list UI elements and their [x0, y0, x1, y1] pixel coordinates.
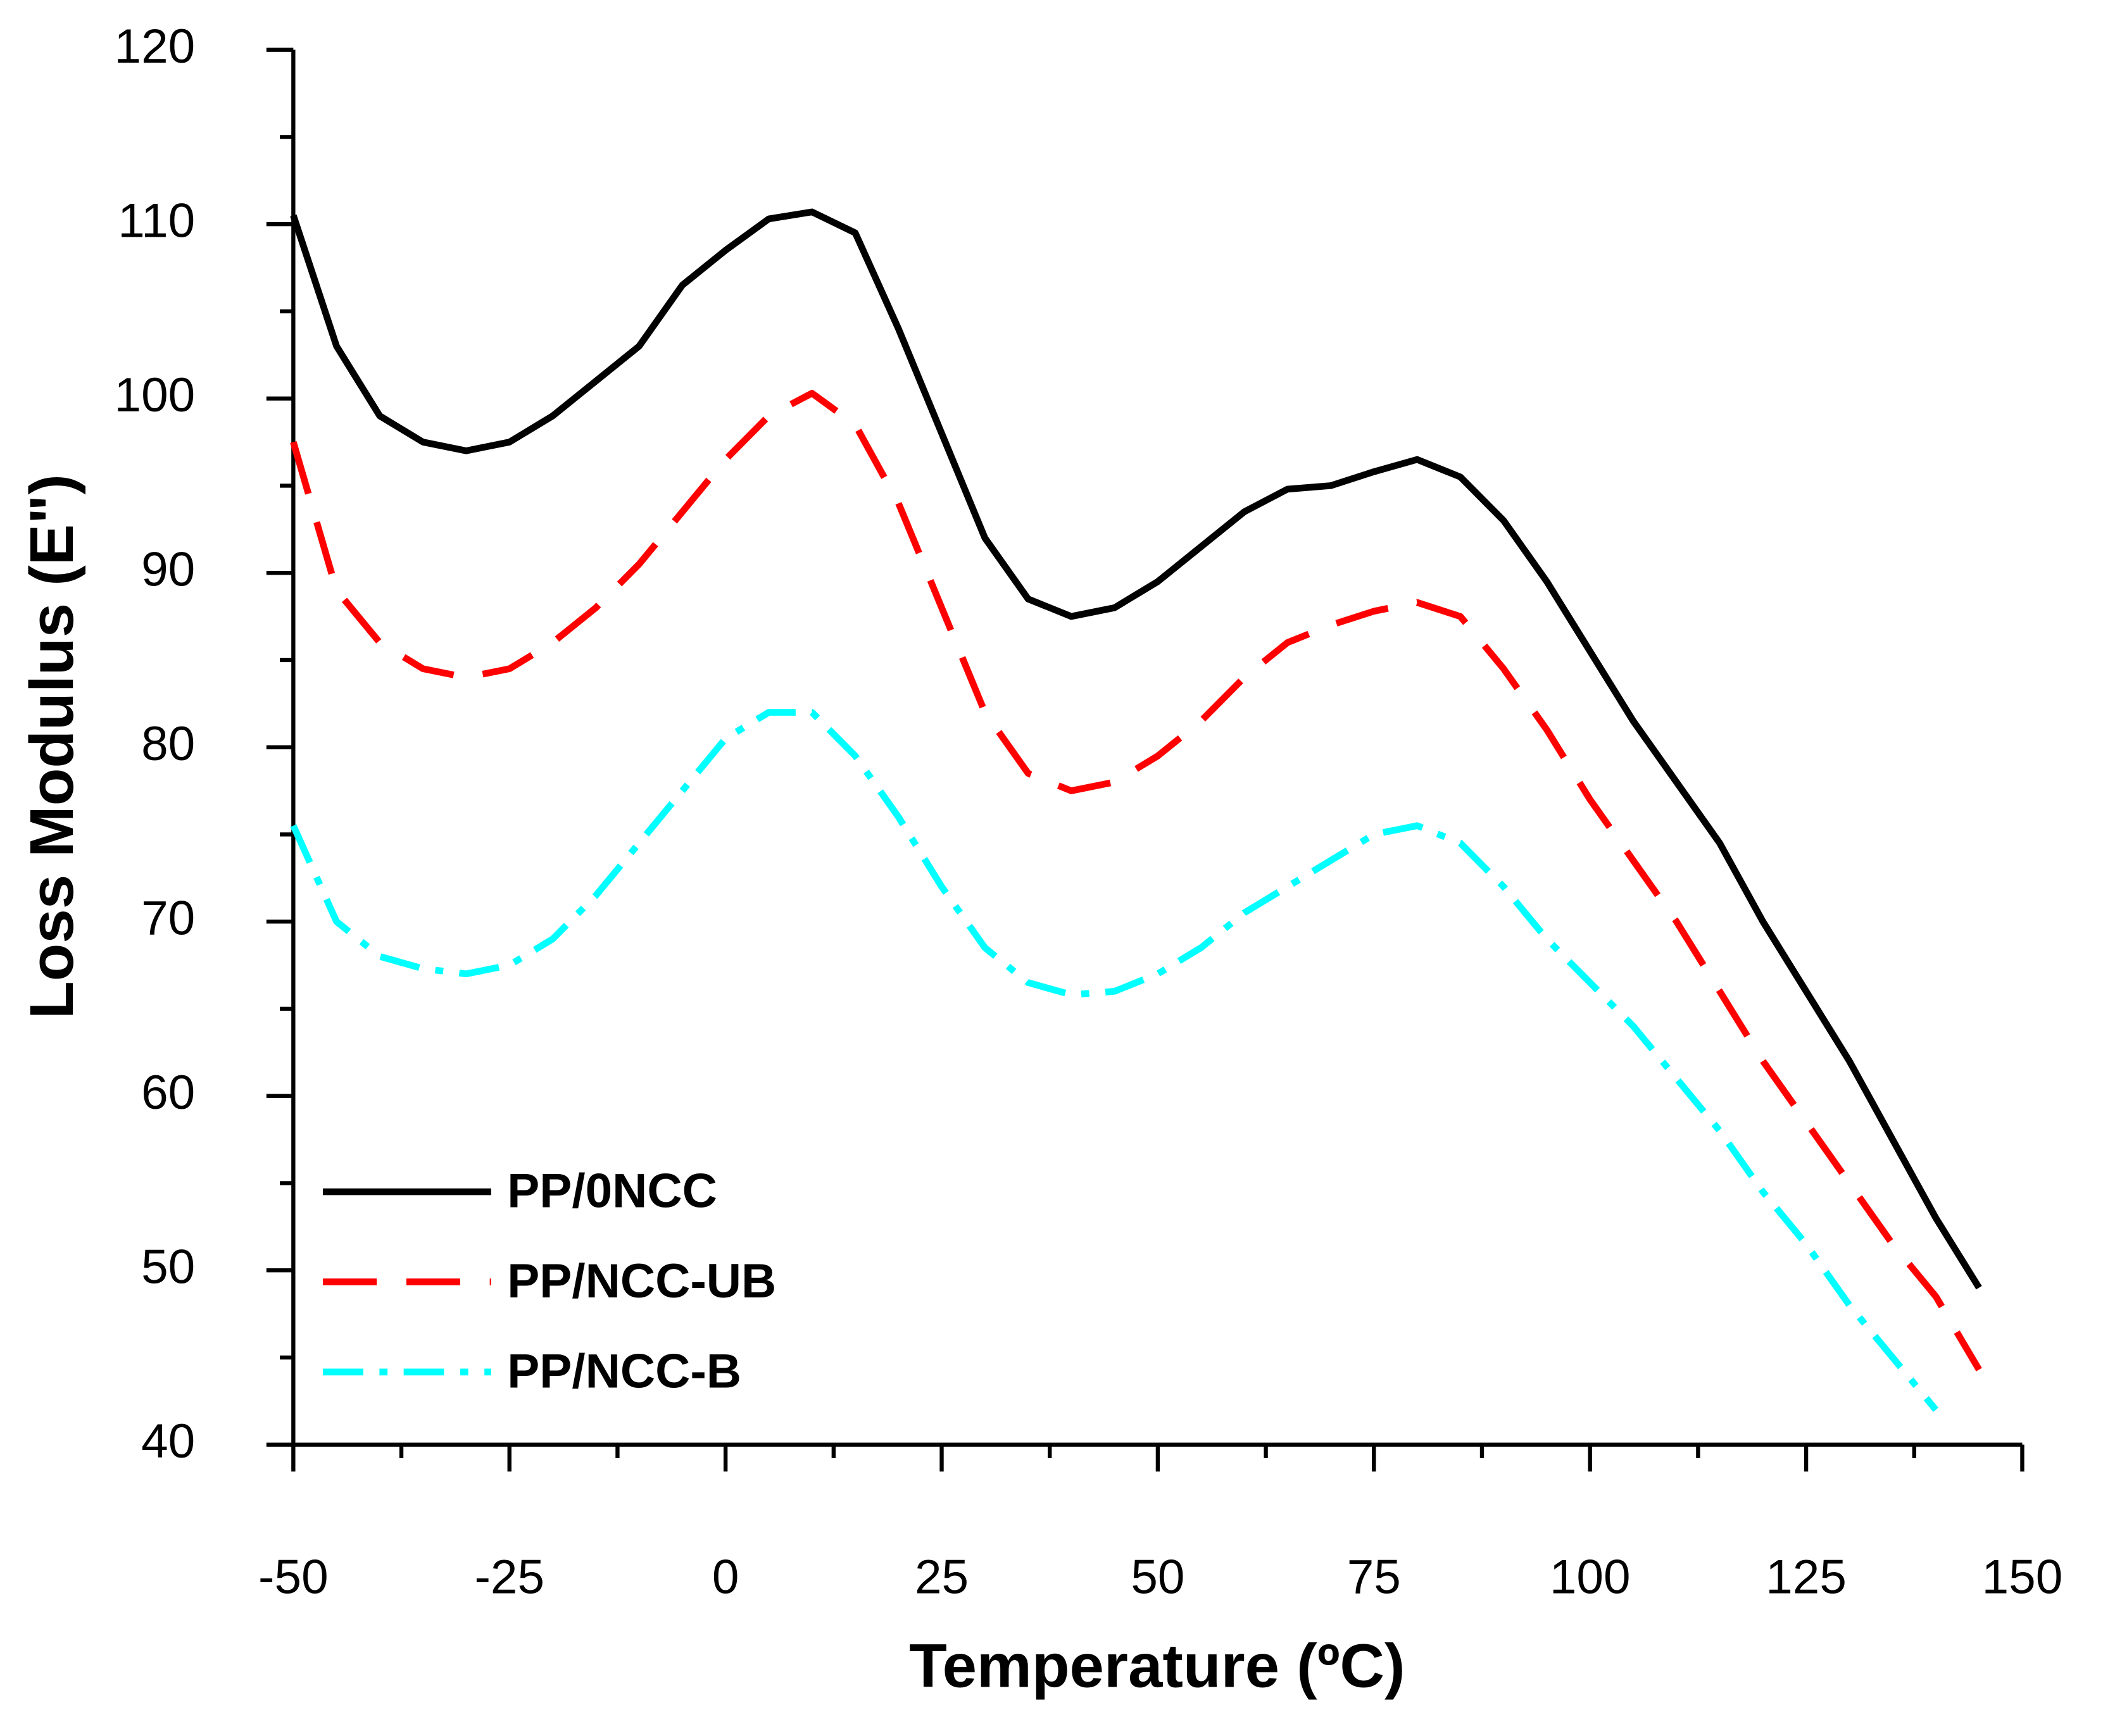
series-line [290, 709, 1938, 1412]
y-axis-label: Loss Modulus (E") [17, 474, 86, 1019]
series-line [290, 208, 1982, 1290]
x-tick-label: 150 [1982, 1551, 2063, 1604]
x-tick-label: 0 [712, 1551, 739, 1604]
y-tick-label: 90 [141, 542, 195, 596]
y-tick-label: 80 [141, 717, 195, 771]
y-tick-label: 120 [115, 20, 196, 73]
y-tick-label: 110 [118, 194, 195, 247]
legend-label: PP/0NCC [507, 1165, 717, 1218]
x-tick-label: 75 [1347, 1551, 1401, 1604]
x-tick-label: -25 [474, 1551, 544, 1604]
y-tick-label: 70 [141, 891, 195, 945]
legend-label: PP/NCC-UB [507, 1254, 776, 1308]
series-line [290, 390, 1982, 1371]
y-tick-label: 50 [141, 1240, 195, 1294]
x-axis-label: Temperature (ºC) [909, 1632, 1405, 1701]
x-tick-label: 25 [915, 1551, 969, 1604]
legend-label: PP/NCC-B [507, 1344, 741, 1398]
y-tick-label: 100 [115, 368, 196, 422]
x-tick-label: 50 [1131, 1551, 1184, 1604]
x-tick-label: 125 [1766, 1551, 1847, 1604]
y-tick-label: 60 [141, 1066, 195, 1120]
y-tick-label: 40 [141, 1414, 195, 1468]
x-tick-label: -50 [258, 1551, 329, 1604]
x-tick-label: 100 [1550, 1551, 1631, 1604]
